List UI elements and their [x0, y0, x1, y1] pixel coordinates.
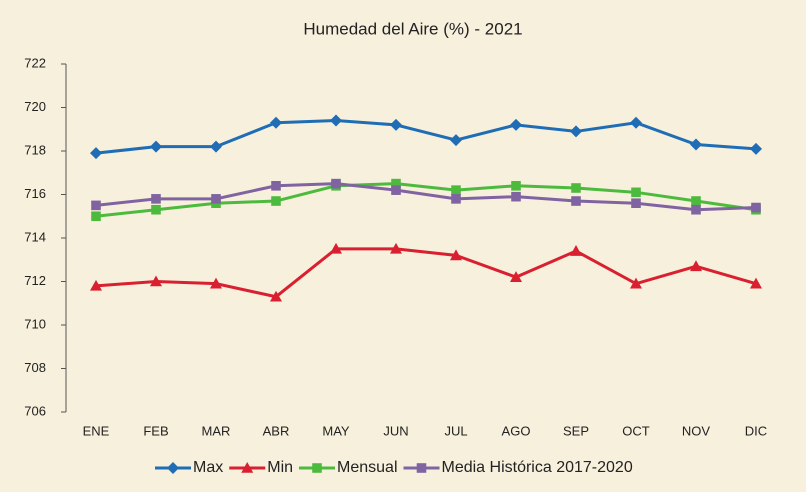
y-tick-label: 716	[24, 186, 46, 201]
x-tick-label: MAR	[202, 423, 231, 438]
line	[95, 182, 757, 212]
marker	[630, 277, 642, 289]
marker	[331, 178, 341, 189]
x-tick-label: FEB	[143, 423, 168, 438]
x-tick-label: AGO	[502, 423, 531, 438]
marker	[511, 191, 521, 202]
y-tick-label: 714	[24, 229, 46, 244]
y-tick-label: 710	[24, 316, 46, 331]
marker	[270, 116, 282, 129]
marker	[510, 271, 522, 282]
marker	[630, 116, 642, 129]
marker	[270, 290, 282, 302]
marker	[391, 185, 401, 195]
x-tick-label: DIC	[745, 423, 767, 438]
legend-label: Max	[193, 459, 223, 476]
marker	[451, 194, 461, 204]
marker	[691, 196, 701, 206]
line	[95, 119, 757, 155]
marker	[330, 114, 342, 127]
x-tick-label: OCT	[622, 423, 650, 438]
marker	[211, 194, 221, 204]
marker	[691, 204, 701, 215]
marker	[571, 196, 581, 206]
marker	[510, 118, 522, 131]
marker	[450, 249, 462, 261]
y-tick-label: 718	[24, 142, 46, 157]
marker	[271, 196, 281, 206]
marker	[330, 242, 342, 254]
marker	[312, 463, 322, 473]
y-tick-label: 722	[24, 55, 46, 70]
marker	[390, 242, 402, 254]
marker	[750, 142, 762, 155]
x-tick-label: ENE	[83, 423, 110, 438]
marker	[570, 245, 582, 256]
marker	[241, 462, 254, 473]
marker	[750, 277, 762, 289]
x-tick-label: NOV	[682, 423, 711, 438]
marker	[91, 200, 101, 211]
marker	[271, 181, 281, 191]
marker	[210, 140, 222, 153]
x-tick-label: JUL	[444, 423, 467, 438]
marker	[150, 140, 162, 153]
marker	[511, 181, 521, 191]
marker	[451, 185, 461, 195]
marker	[390, 118, 402, 131]
chart-title: Humedad del Aire (%) - 2021	[303, 19, 522, 38]
marker	[570, 125, 582, 138]
marker	[450, 134, 462, 147]
y-tick-label: 720	[24, 99, 46, 114]
marker	[167, 462, 179, 474]
marker	[151, 204, 161, 215]
marker	[150, 275, 162, 287]
marker	[391, 178, 401, 189]
marker	[416, 463, 427, 473]
marker	[151, 194, 161, 204]
marker	[690, 260, 702, 272]
x-tick-label: JUN	[383, 423, 408, 438]
x-tick-label: MAY	[322, 423, 350, 438]
line	[95, 182, 757, 218]
x-tick-label: SEP	[563, 423, 589, 438]
marker	[631, 187, 641, 198]
marker	[751, 202, 761, 213]
marker	[90, 279, 102, 291]
x-tick-label: ABR	[263, 423, 290, 438]
marker	[690, 138, 702, 151]
marker	[571, 183, 581, 193]
line	[95, 247, 757, 299]
y-tick-label: 706	[24, 403, 46, 418]
legend-label: Media Histórica 2017-2020	[442, 459, 633, 476]
y-tick-label: 708	[24, 360, 46, 375]
marker	[210, 277, 222, 289]
legend-label: Mensual	[337, 459, 397, 476]
y-tick-label: 712	[24, 273, 46, 288]
legend-label: Min	[267, 459, 293, 476]
marker	[90, 147, 102, 160]
marker	[91, 211, 101, 222]
marker	[631, 198, 641, 208]
